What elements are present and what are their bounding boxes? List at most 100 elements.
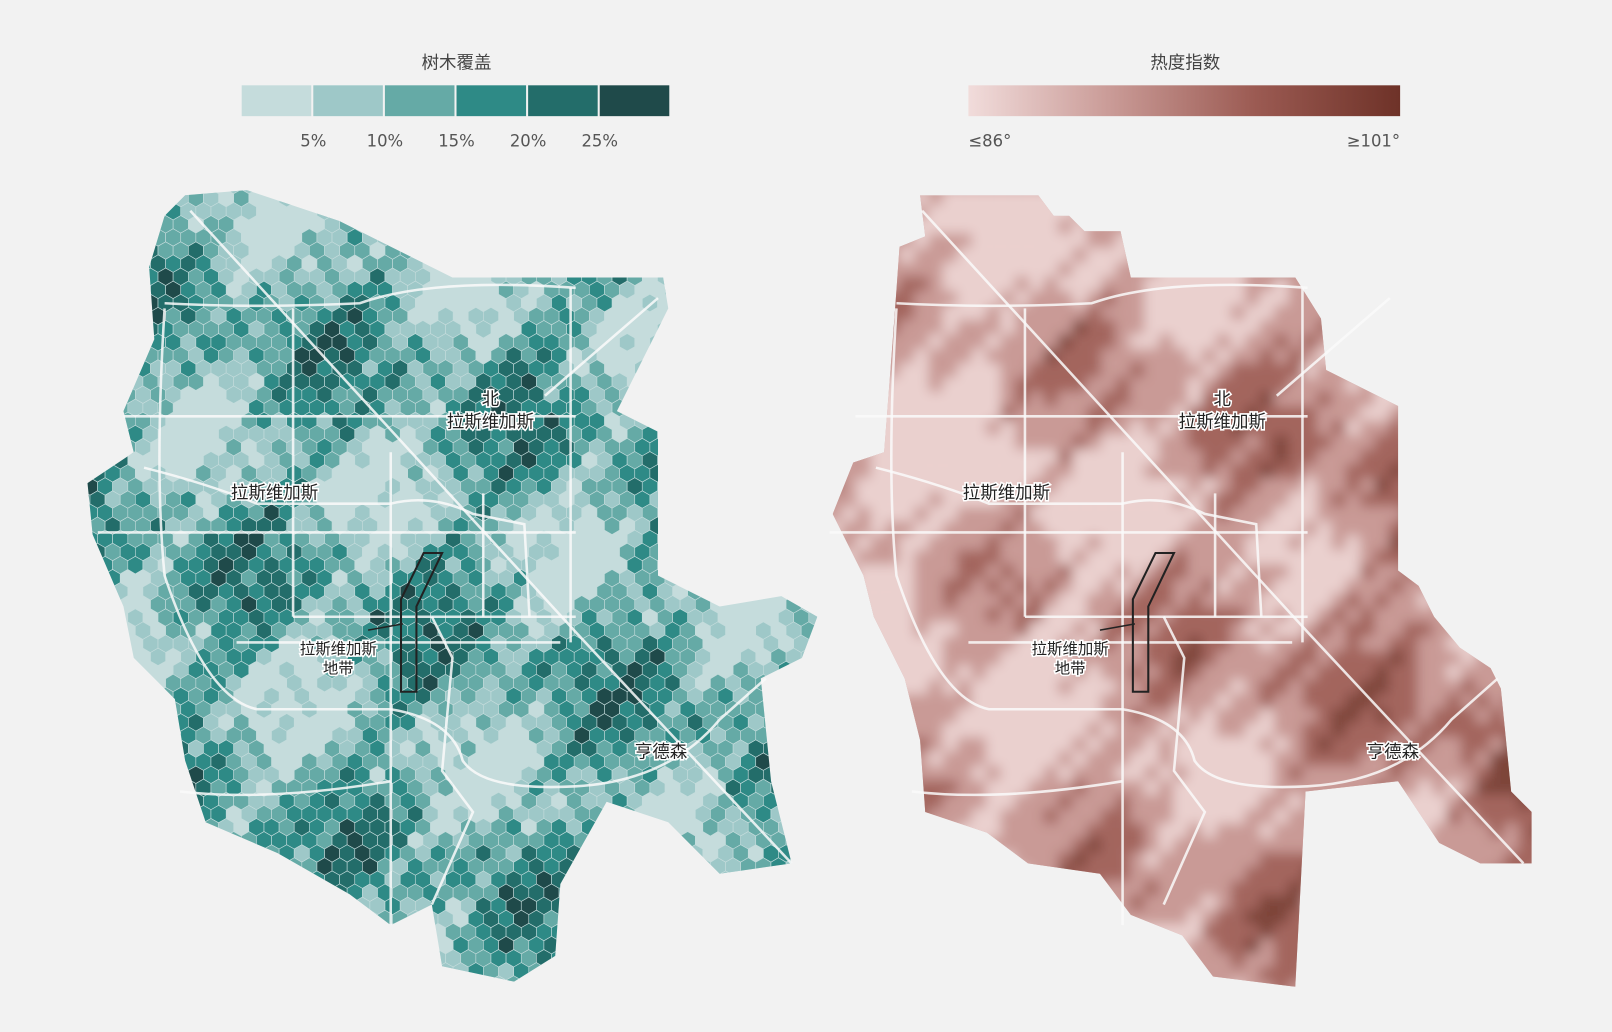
hex-cell xyxy=(286,936,303,955)
hex-cell xyxy=(104,333,121,352)
heat-cell xyxy=(832,808,844,825)
heat-cell xyxy=(1101,535,1117,551)
heat-cell xyxy=(1043,218,1059,235)
heat-cell xyxy=(913,593,930,609)
heat-cell xyxy=(1417,204,1434,220)
heat-cell xyxy=(1115,195,1131,206)
hex-cell xyxy=(142,922,159,942)
heat-cell xyxy=(1288,708,1304,724)
heat-cell xyxy=(1302,463,1318,479)
heat-cell xyxy=(1230,506,1246,523)
hex-cell xyxy=(687,975,704,982)
heat-cell xyxy=(1345,290,1362,307)
heat-cell xyxy=(841,334,858,350)
heat-cell xyxy=(1101,506,1117,523)
heat-cell xyxy=(1259,463,1275,479)
hex-cell xyxy=(763,215,779,234)
heat-cell xyxy=(1475,564,1491,580)
hex-cell xyxy=(793,190,810,208)
heat-cell xyxy=(1316,262,1333,278)
hex-cell xyxy=(732,241,749,260)
hex-cell xyxy=(589,909,605,929)
hex-cell xyxy=(263,949,280,968)
heat-cell xyxy=(1302,406,1318,422)
heat-cell xyxy=(1230,463,1246,479)
heat-cell xyxy=(1345,305,1362,321)
heat-cell xyxy=(1345,593,1362,609)
hex-cell xyxy=(793,765,810,784)
heat-cell xyxy=(942,506,959,523)
heat-cell xyxy=(1086,823,1103,839)
heat-cell xyxy=(1503,290,1520,307)
hex-cell xyxy=(778,293,794,313)
heat-cell xyxy=(957,880,973,897)
hex-cell xyxy=(87,608,98,627)
heat-cell xyxy=(1029,736,1045,753)
heat-cell xyxy=(1503,607,1520,623)
heat-cell xyxy=(870,449,887,465)
heat-cell xyxy=(985,506,1002,523)
heat-cell xyxy=(1230,247,1246,264)
heat-cell xyxy=(1417,665,1434,681)
hex-cell xyxy=(687,503,704,522)
heat-cell xyxy=(856,406,872,422)
heat-cell xyxy=(1129,808,1146,825)
heat-cell xyxy=(1489,895,1505,911)
heat-cell xyxy=(1446,895,1462,911)
hex-cell xyxy=(778,503,794,522)
heat-cell xyxy=(899,736,915,753)
hex-cell xyxy=(127,320,144,339)
heat-cell xyxy=(899,406,915,422)
hex-cell xyxy=(793,870,810,889)
heat-cell xyxy=(1489,420,1505,436)
heat-cell xyxy=(1475,866,1491,882)
hex-cell xyxy=(778,687,794,706)
heat-cell xyxy=(1014,895,1031,911)
heat-cell xyxy=(1345,650,1362,667)
heat-cell xyxy=(1029,362,1045,379)
heat-cell xyxy=(1288,650,1304,667)
hex-cell xyxy=(87,569,91,588)
heat-cell xyxy=(1288,636,1304,652)
heat-cell xyxy=(1388,823,1405,839)
heat-cell xyxy=(841,823,858,839)
heat-cell xyxy=(928,909,944,926)
heat-cell xyxy=(1533,665,1548,680)
hex-cell xyxy=(710,909,726,929)
heat-cell xyxy=(1057,837,1074,854)
heat-cell xyxy=(957,521,973,537)
hex-cell xyxy=(732,529,749,549)
heat-cell xyxy=(870,290,887,307)
heat-cell xyxy=(1158,679,1174,695)
heat-cell xyxy=(841,463,858,479)
heat-cell xyxy=(985,693,1002,710)
hex-cell xyxy=(725,359,741,378)
heat-cell xyxy=(913,880,930,897)
heat-cell xyxy=(1216,492,1232,508)
heat-cell xyxy=(1172,348,1189,364)
hex-cell xyxy=(694,411,711,431)
hex-cell xyxy=(225,857,242,876)
heat-cell xyxy=(899,650,915,667)
hex-cell xyxy=(710,359,726,378)
heat-cell xyxy=(1533,392,1548,407)
hex-cell xyxy=(150,647,166,666)
heat-cell xyxy=(1014,866,1031,882)
heat-cell xyxy=(985,780,1002,796)
heat-cell xyxy=(1072,564,1088,580)
heat-cell xyxy=(942,463,959,479)
heat-cell xyxy=(1158,348,1174,364)
heat-cell xyxy=(1273,362,1290,379)
heat-cell xyxy=(899,204,915,220)
hex-cell xyxy=(263,896,280,915)
hex-cell xyxy=(104,228,121,247)
heat-cell xyxy=(1129,693,1146,710)
heat-cell xyxy=(1360,780,1376,796)
hex-cell xyxy=(808,556,818,575)
heat-cell xyxy=(1000,348,1016,364)
heat-cell xyxy=(1101,420,1117,436)
heat-cell xyxy=(942,693,959,710)
heat-cell xyxy=(885,722,901,739)
heat-cell xyxy=(1273,708,1290,724)
heat-cell xyxy=(1259,593,1275,609)
